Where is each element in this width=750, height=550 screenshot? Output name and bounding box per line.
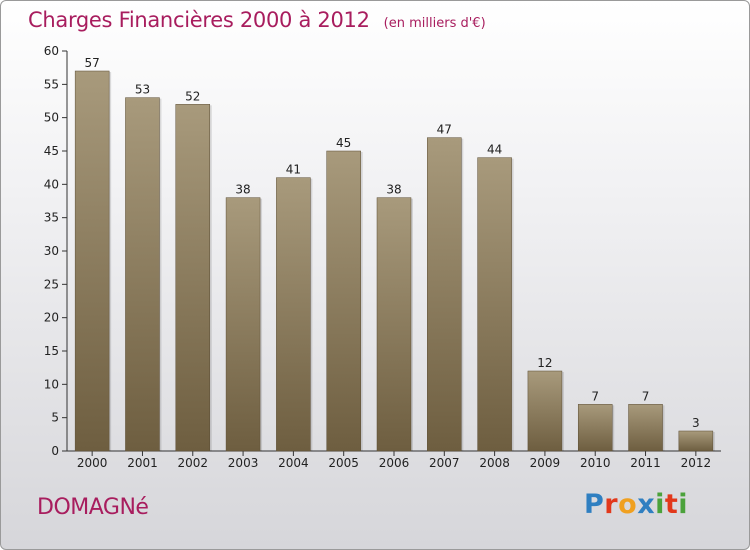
bar-2001: [125, 97, 160, 452]
data-label-2004: 41: [286, 163, 301, 177]
x-tick-label-2002: 2002: [177, 456, 208, 470]
bar-2004: [276, 177, 311, 452]
bar-2011: [628, 404, 663, 452]
x-tick-label-2010: 2010: [580, 456, 611, 470]
x-tick-label-2009: 2009: [530, 456, 561, 470]
data-label-2007: 47: [437, 123, 452, 137]
bar-2008: [477, 157, 512, 452]
data-label-2008: 44: [487, 143, 502, 157]
y-tick-label: 60: [44, 44, 59, 58]
y-tick-label: 25: [44, 277, 59, 291]
proxiti-logo[interactable]: Proxiti: [584, 489, 689, 520]
bar-2007: [427, 137, 462, 452]
y-tick-label: 5: [51, 411, 59, 425]
bar-2010: [577, 404, 613, 452]
x-tick-label-2004: 2004: [278, 456, 309, 470]
y-tick-label: 50: [44, 111, 59, 125]
data-label-2012: 3: [692, 416, 700, 430]
data-label-2005: 45: [336, 136, 351, 150]
data-label-2006: 38: [386, 183, 401, 197]
x-tick-label-2011: 2011: [630, 456, 661, 470]
bar-2002: [175, 104, 211, 452]
bar-2009: [527, 370, 563, 452]
bar-2005: [326, 150, 361, 452]
chart-subtitle: (en milliers d'€): [383, 16, 486, 31]
x-tick-label-2001: 2001: [127, 456, 158, 470]
x-axis: 2000 2001 2002 2003 2004 2005 2006 2007 2008 2009…: [67, 450, 721, 470]
bar-2003: [225, 197, 261, 452]
data-label-2009: 12: [537, 356, 552, 370]
y-tick-label: 40: [44, 177, 59, 191]
data-label-2000: 57: [85, 56, 100, 70]
y-tick-label: 15: [44, 344, 59, 358]
y-tick-label: 0: [51, 444, 59, 458]
data-label-2003: 38: [235, 183, 250, 197]
bar-2000: [74, 70, 110, 452]
chart-title: Charges Financières 2000 à 2012: [28, 8, 370, 32]
y-tick-label: 35: [44, 211, 59, 225]
x-tick-label-2005: 2005: [328, 456, 359, 470]
bar-2012: [678, 430, 714, 452]
title-row: Charges Financières 2000 à 2012 (en milli…: [28, 8, 486, 32]
x-tick-label-2012: 2012: [681, 456, 712, 470]
data-label-2010: 7: [591, 389, 599, 403]
y-tick-label: 20: [44, 311, 59, 325]
bar-2006: [376, 197, 412, 452]
x-tick-label-2006: 2006: [379, 456, 410, 470]
y-tick-label: 45: [44, 144, 59, 158]
bars: 57 53 52 38 41 45 38 47 44 12 7 7 3: [74, 56, 715, 452]
data-label-2002: 52: [185, 89, 200, 103]
y-axis: 0 5 10 15 20 25 30 35 40 45 50 55 60: [44, 44, 68, 458]
y-tick-label: 55: [44, 77, 59, 91]
x-tick-label-2000: 2000: [77, 456, 108, 470]
x-tick-label-2007: 2007: [429, 456, 460, 470]
x-tick-label-2003: 2003: [228, 456, 259, 470]
x-tick-label-2008: 2008: [479, 456, 510, 470]
data-label-2011: 7: [642, 389, 650, 403]
y-tick-label: 10: [44, 377, 59, 391]
commune-name: DOMAGNé: [37, 495, 149, 520]
y-tick-label: 30: [44, 244, 59, 258]
data-label-2001: 53: [135, 83, 150, 97]
